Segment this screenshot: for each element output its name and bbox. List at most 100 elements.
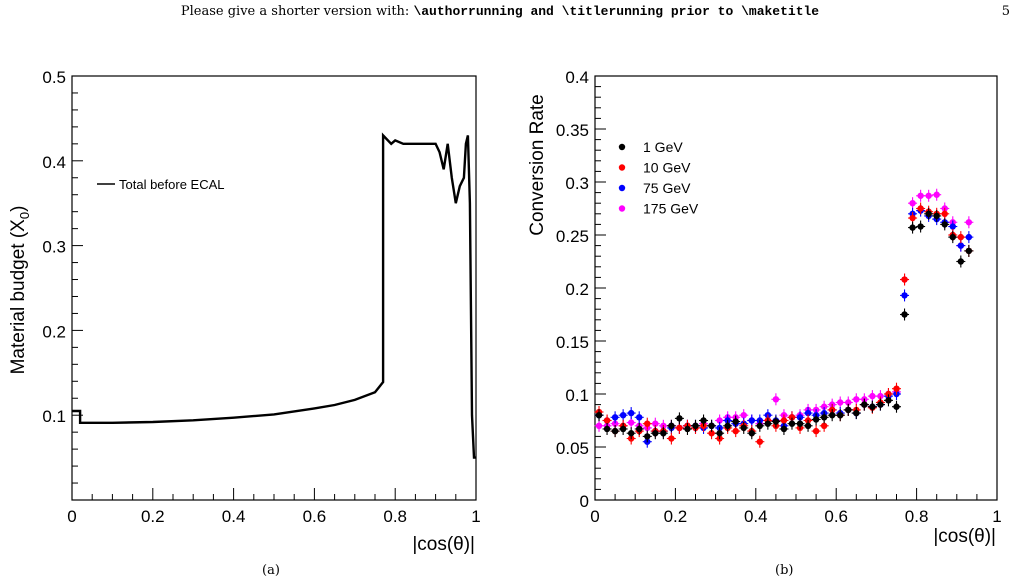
data-point-1-gev — [917, 223, 924, 230]
page-number: 5 — [1001, 4, 1010, 19]
data-point-175-gev — [595, 422, 603, 429]
legend-marker-175-gev — [618, 205, 626, 212]
data-point-175-gev — [611, 420, 619, 427]
data-point-1-gev — [925, 210, 932, 217]
data-point-1-gev — [740, 424, 747, 432]
y-tick-label-b: 0.1 — [565, 386, 589, 405]
data-point-1-gev — [885, 397, 892, 404]
x-tick-label-b: 0.4 — [744, 507, 768, 526]
data-point-1-gev — [820, 414, 828, 421]
conversion-rate-points — [594, 188, 974, 448]
data-point-75-gev — [796, 414, 804, 421]
data-point-1-gev — [636, 425, 643, 433]
running-header-text: Please give a shorter version with: — [180, 4, 414, 19]
x-tick-label-a: 0.4 — [222, 507, 246, 526]
conversion-rate-chart: 0 0.05 0.1 0.15 0.2 0.25 0.3 0.35 0.4 0 0.2 0.4 0.6… — [527, 68, 1002, 547]
data-point-75-gev — [619, 412, 627, 419]
data-point-1-gev — [692, 422, 699, 429]
y-axis-label-a-sub: 0 — [17, 212, 32, 219]
data-point-175-gev — [837, 399, 844, 406]
data-point-175-gev — [925, 192, 932, 199]
x-tick-label-a: 0.8 — [383, 507, 407, 526]
data-point-175-gev — [909, 200, 916, 207]
data-point-1-gev — [748, 430, 755, 437]
y-tick-label-b: 0.05 — [556, 439, 589, 458]
x-axis-ticks-a: 0 0.2 0.4 0.6 0.8 1 — [67, 488, 481, 526]
data-point-75-gev — [804, 409, 812, 417]
data-point-1-gev — [901, 311, 908, 318]
data-point-175-gev — [716, 417, 723, 424]
data-point-10-gev — [788, 414, 796, 421]
legend-marker-75-gev — [618, 184, 626, 192]
legend-label-75-gev: 75 GeV — [643, 180, 691, 196]
y-tick-label-a: 0.1 — [42, 407, 66, 426]
data-point-175-gev — [877, 392, 884, 400]
y-tick-label-b: 0.15 — [556, 333, 589, 352]
data-point-175-gev — [627, 419, 635, 426]
data-point-75-gev — [627, 409, 635, 417]
y-tick-label-a: 0.2 — [42, 322, 66, 341]
legend-label-10-gev: 10 GeV — [643, 160, 691, 176]
x-tick-label-b: 1 — [992, 507, 1001, 526]
plot-frame-a — [71, 75, 477, 501]
data-point-10-gev — [885, 390, 892, 398]
data-point-1-gev — [595, 412, 603, 419]
legend-label-1-gev: 1 GeV — [643, 139, 683, 155]
data-point-10-gev — [901, 276, 908, 283]
legend-marker-10-gev — [618, 164, 626, 171]
data-point-1-gev — [611, 427, 619, 435]
data-point-1-gev — [676, 415, 683, 422]
x-axis-ticks-b: 0 0.2 0.4 0.6 0.8 1 — [590, 488, 1002, 526]
data-point-1-gev — [909, 224, 916, 231]
running-header: Please give a shorter version with: \aut… — [0, 4, 1000, 19]
data-point-1-gev — [668, 422, 675, 429]
data-point-1-gev — [772, 418, 780, 425]
data-point-175-gev — [933, 191, 940, 198]
data-point-1-gev — [949, 233, 956, 241]
data-point-1-gev — [861, 401, 868, 408]
data-point-10-gev — [941, 210, 948, 217]
x-axis-label-a: |cos(θ)| — [412, 534, 475, 555]
y-tick-label-b: 0.35 — [556, 121, 589, 140]
data-point-10-gev — [676, 424, 683, 432]
y-axis-label-a: Material budget (X0) — [8, 206, 32, 375]
data-point-1-gev — [764, 420, 772, 427]
data-point-1-gev — [627, 430, 635, 437]
x-tick-label-b: 0.6 — [824, 507, 848, 526]
data-point-10-gev — [644, 420, 651, 427]
data-point-1-gev — [603, 425, 611, 433]
data-point-10-gev — [893, 385, 900, 392]
legend-label-175-gev: 175 GeV — [643, 201, 699, 217]
caption-a: (a) — [262, 563, 280, 578]
data-point-1-gev — [684, 425, 691, 433]
data-point-10-gev — [917, 205, 924, 212]
data-point-75-gev — [901, 292, 908, 299]
data-point-175-gev — [652, 420, 659, 427]
data-point-10-gev — [732, 427, 739, 435]
data-point-10-gev — [756, 438, 764, 445]
data-point-1-gev — [804, 422, 812, 429]
page-header: Please give a shorter version with: \aut… — [0, 0, 1022, 30]
data-point-1-gev — [780, 425, 788, 433]
data-point-1-gev — [619, 425, 627, 433]
data-point-1-gev — [853, 409, 860, 417]
y-tick-label-b: 0.2 — [565, 280, 589, 299]
y-tick-label-a: 0.3 — [42, 238, 66, 257]
data-point-10-gev — [780, 417, 788, 424]
data-point-75-gev — [611, 414, 619, 421]
x-tick-label-a: 0 — [67, 507, 76, 526]
data-point-75-gev — [949, 223, 956, 230]
data-point-1-gev — [724, 422, 731, 429]
y-axis-label-a-main: Material budget (X — [8, 219, 29, 375]
data-point-10-gev — [708, 430, 715, 437]
data-point-1-gev — [845, 406, 852, 414]
x-tick-label-b: 0 — [590, 507, 599, 526]
data-point-1-gev — [796, 420, 804, 427]
legend-b: 1 GeV 10 GeV 75 GeV 175 GeV — [618, 139, 699, 217]
data-point-1-gev — [756, 422, 764, 429]
data-point-1-gev — [893, 403, 900, 410]
caption-b: (b) — [775, 563, 794, 578]
data-point-10-gev — [957, 233, 965, 241]
data-point-175-gev — [869, 392, 876, 400]
